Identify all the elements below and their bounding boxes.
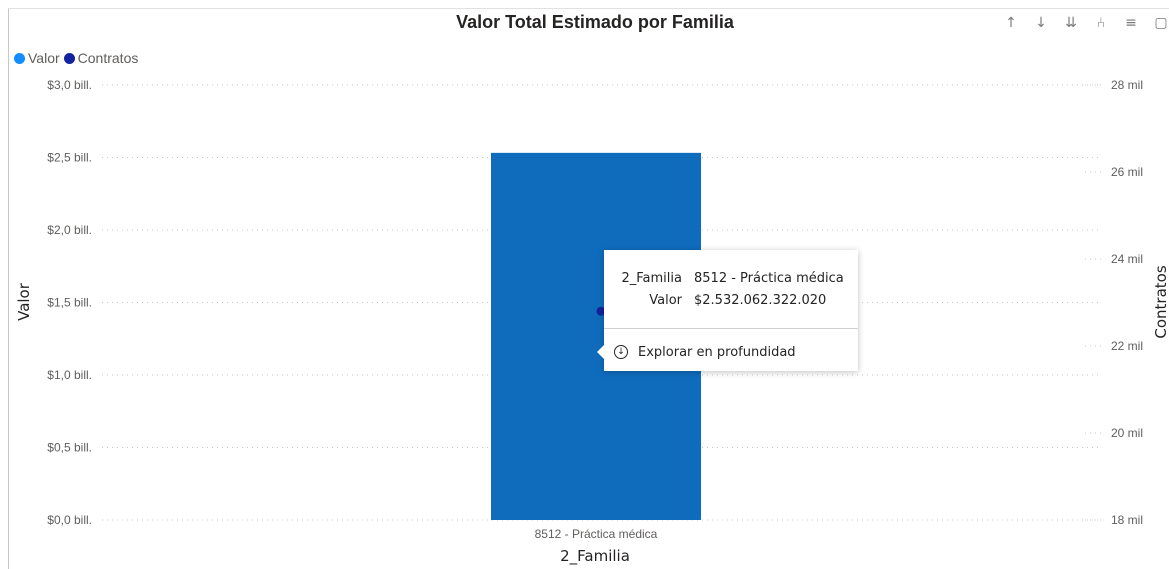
y-axis-title: Valor xyxy=(15,282,33,321)
tooltip-key-valor: Valor xyxy=(649,293,682,308)
y-tick-label: $1,0 bill. xyxy=(47,368,92,382)
drill-through-action[interactable]: ↓ Explorar en profundidad xyxy=(614,343,796,361)
tooltip-divider xyxy=(604,328,858,329)
y-tick-label: $0,5 bill. xyxy=(47,441,92,455)
expand-hierarchy-icon[interactable]: ⑃ xyxy=(1096,15,1106,31)
legend-item-valor[interactable]: Valor xyxy=(14,50,60,66)
tooltip-value-familia: 8512 - Práctica médica xyxy=(694,271,844,286)
y2-tick-label: 18 mil xyxy=(1111,513,1143,527)
legend-label-valor: Valor xyxy=(28,50,60,66)
chart-title: Valor Total Estimado por Familia xyxy=(456,12,734,32)
y2-tick-label: 24 mil xyxy=(1111,252,1143,266)
y-tick-label: $2,0 bill. xyxy=(47,223,92,237)
focus-mode-icon[interactable]: ▢ xyxy=(1154,15,1168,31)
visual-border-top xyxy=(8,8,1169,9)
tooltip-row-familia: 2_Familia 8512 - Práctica médica xyxy=(604,271,858,291)
visual-toolbar: ↑ ↓ ⇊ ⑃ ≡ ▢ xyxy=(996,12,1169,34)
filter-icon[interactable]: ≡ xyxy=(1125,15,1137,31)
y-tick-label: $1,5 bill. xyxy=(47,296,92,310)
tooltip-key-familia: 2_Familia xyxy=(621,271,683,286)
tooltip-row-valor: Valor $2.532.062.322.020 xyxy=(604,293,858,313)
chart-legend: Valor Contratos xyxy=(14,50,142,66)
tooltip-pointer xyxy=(597,345,604,359)
y2-axis-title: Contratos xyxy=(1152,265,1169,338)
y-tick-label: $0,0 bill. xyxy=(47,513,92,527)
legend-item-contratos[interactable]: Contratos xyxy=(63,50,139,66)
x-axis-title: 2_Familia xyxy=(560,547,630,566)
y2-tick-label: 26 mil xyxy=(1111,165,1143,179)
drill-down-icon[interactable]: ↓ xyxy=(1035,15,1047,31)
x-tick-label: 8512 - Práctica médica xyxy=(535,527,658,541)
point-contratos xyxy=(596,306,606,316)
data-tooltip: 2_Familia 8512 - Práctica médica Valor $… xyxy=(597,250,858,371)
y2-tick-label: 20 mil xyxy=(1111,426,1143,440)
y2-tick-label: 28 mil xyxy=(1111,78,1143,92)
legend-swatch-valor xyxy=(14,52,25,64)
drill-through-label: Explorar en profundidad xyxy=(638,344,796,360)
y-tick-label: $3,0 bill. xyxy=(47,78,92,92)
visual-border xyxy=(8,8,9,569)
legend-swatch-contratos xyxy=(63,52,75,64)
expand-next-level-icon[interactable]: ⇊ xyxy=(1065,15,1077,31)
drill-down-circle-icon: ↓ xyxy=(614,345,628,359)
y2-tick-label: 22 mil xyxy=(1111,339,1143,353)
y-tick-label: $2,5 bill. xyxy=(47,151,92,165)
legend-label-contratos: Contratos xyxy=(77,50,139,66)
tooltip-value-valor: $2.532.062.322.020 xyxy=(694,293,827,308)
drill-up-icon[interactable]: ↑ xyxy=(1005,15,1017,31)
